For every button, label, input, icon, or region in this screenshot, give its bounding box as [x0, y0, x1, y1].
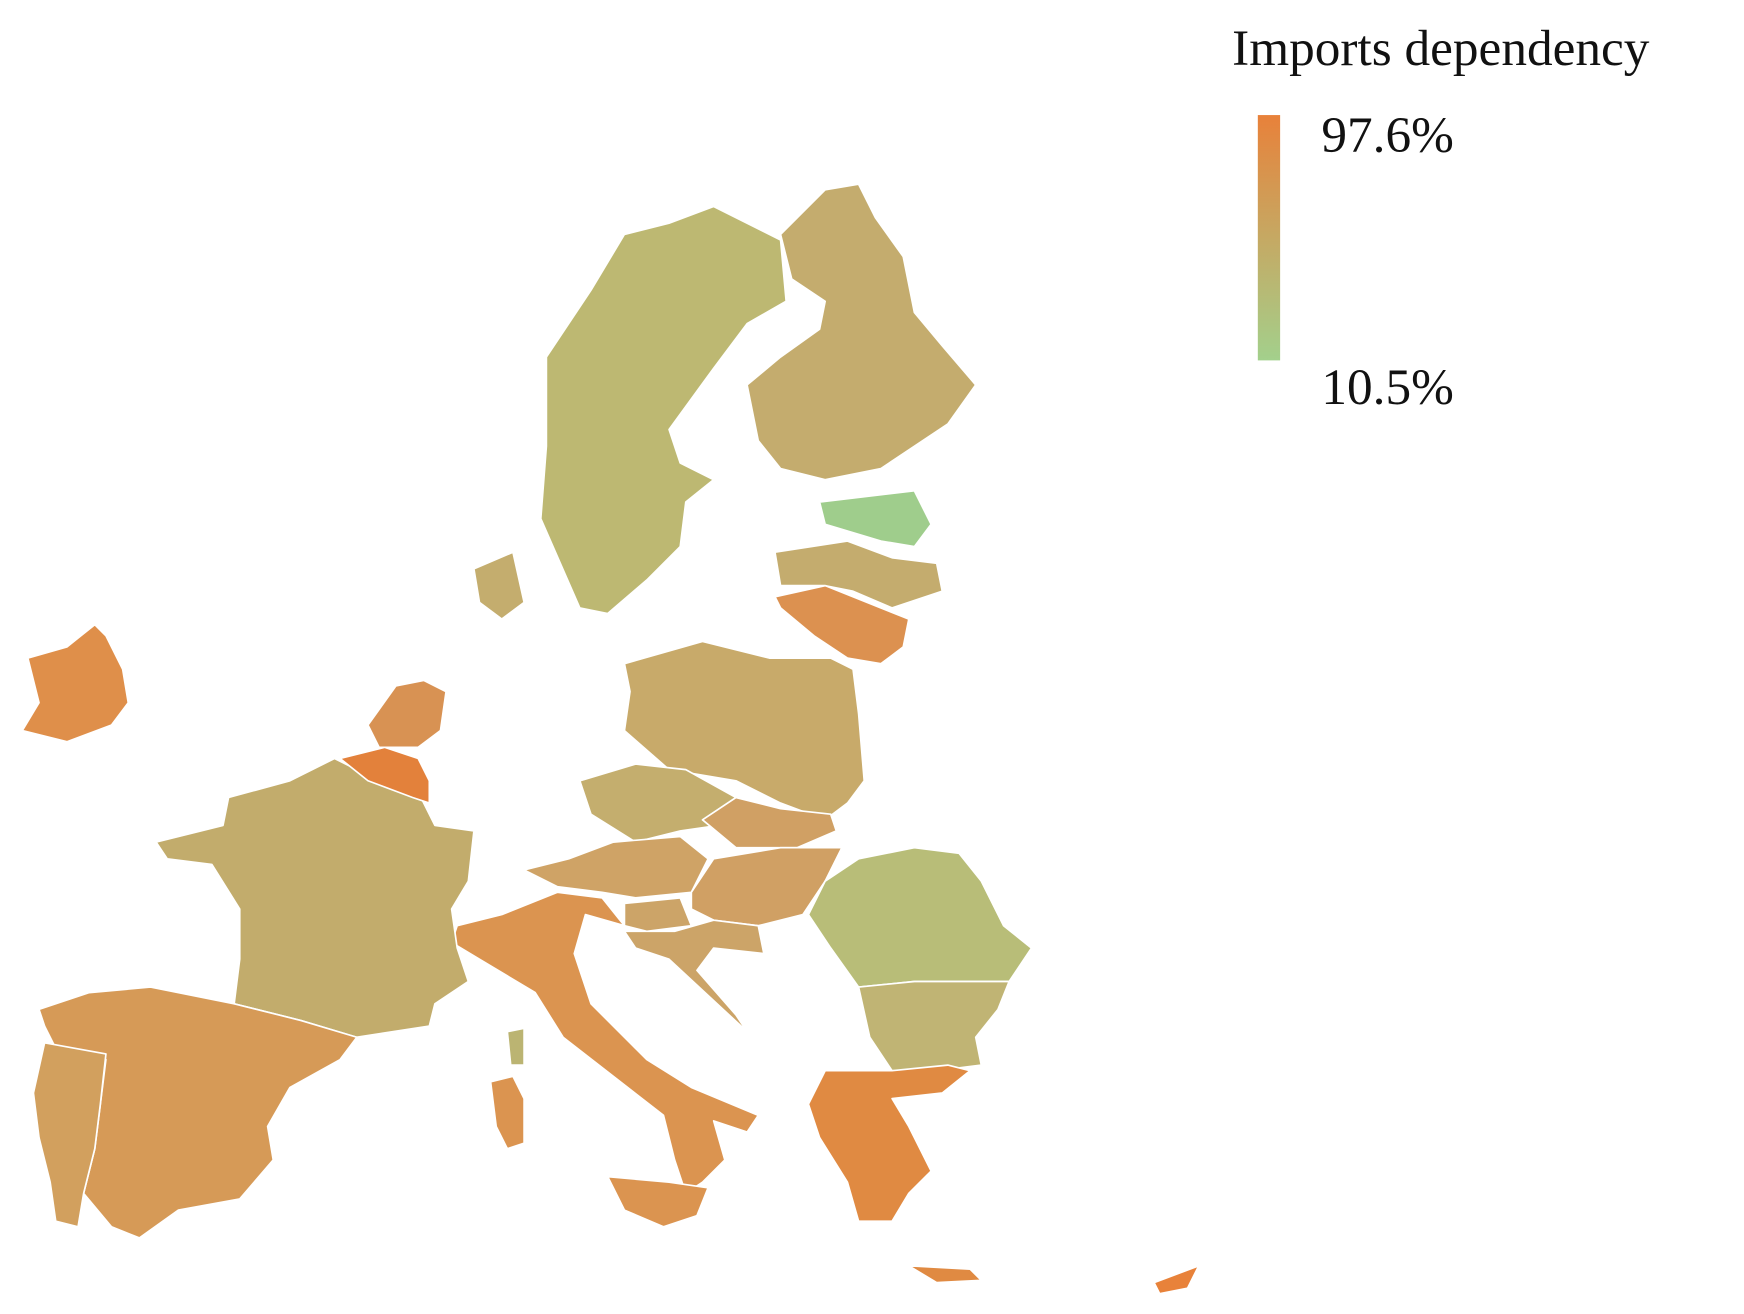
legend-title: Imports dependency: [1232, 20, 1650, 77]
countries: [21, 183, 1200, 1295]
legend-max-label: 97.6%: [1321, 107, 1453, 164]
color-bar: [1257, 115, 1281, 361]
country: [506, 1027, 525, 1066]
country: [339, 746, 431, 804]
country: [690, 846, 843, 927]
country: [489, 1075, 525, 1150]
country: [746, 183, 977, 481]
country: [807, 846, 1033, 988]
legend: Imports dependency 97.6% 10.5%: [1232, 20, 1650, 416]
country: [32, 1041, 107, 1228]
country: [774, 584, 910, 665]
country: [367, 679, 447, 749]
country: [818, 490, 932, 548]
country: [701, 796, 838, 849]
legend-min-label: 10.5%: [1321, 359, 1453, 416]
country: [623, 919, 765, 1033]
country: [21, 623, 130, 743]
country: [473, 551, 525, 620]
country: [857, 980, 1010, 1072]
country: [450, 891, 760, 1195]
country: [623, 640, 866, 821]
country: [155, 757, 475, 1039]
country: [623, 897, 693, 933]
country: [807, 1064, 971, 1223]
country: [606, 1175, 709, 1228]
country: [907, 1265, 983, 1284]
country: [774, 540, 944, 609]
country: [1153, 1265, 1200, 1295]
country: [523, 835, 709, 899]
country: [539, 205, 787, 615]
